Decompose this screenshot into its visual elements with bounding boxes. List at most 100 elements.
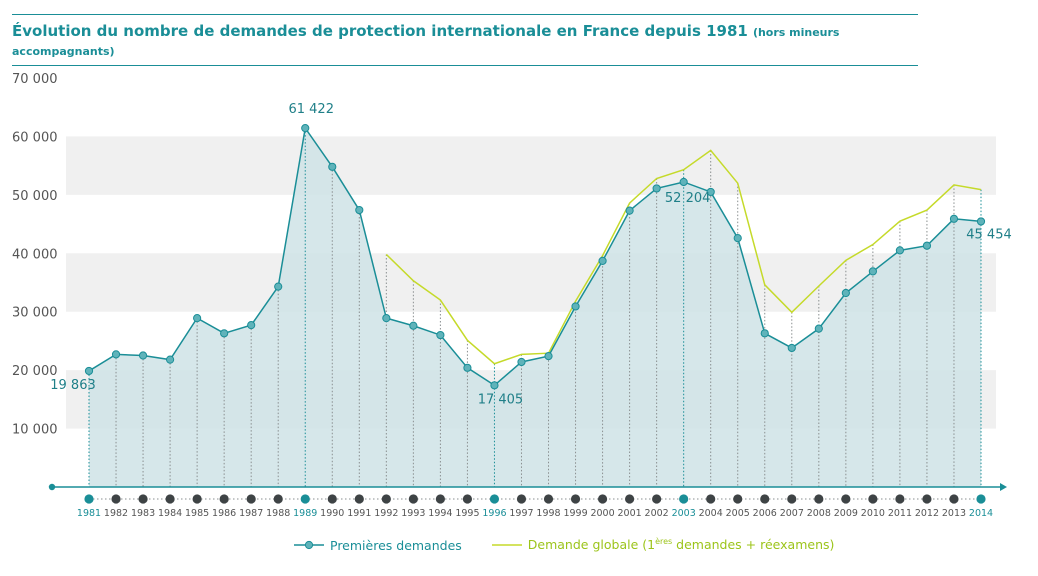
point-premieres-1998	[544, 352, 553, 361]
timeline-dot-2011	[895, 494, 905, 504]
point-premieres-1991	[355, 205, 364, 215]
line-demande-globale	[385, 149, 982, 365]
x-tick-label-1987: 1987	[239, 508, 263, 519]
point-premieres-1987	[247, 321, 256, 330]
point-premieres-1986	[220, 329, 229, 338]
x-tick-label-1995: 1995	[455, 508, 479, 519]
x-tick-label-2006: 2006	[753, 508, 777, 519]
x-tick-label-2012: 2012	[915, 508, 939, 519]
data-label-1981: 19 863	[50, 378, 96, 393]
timeline-dot-2012	[922, 494, 932, 504]
timeline-dot-1991	[354, 494, 364, 504]
x-tick-label-1993: 1993	[401, 508, 425, 519]
timeline-dot-1983	[138, 494, 148, 504]
chart-legend: Premières demandes Demande globale (1ère…	[294, 536, 834, 554]
point-premieres-1995	[463, 363, 472, 372]
x-tick-label-2009: 2009	[834, 508, 858, 519]
point-premieres-1999	[571, 302, 580, 311]
point-premieres-2011	[895, 246, 905, 255]
timeline-dot-1998	[543, 494, 554, 504]
area-premieres-demandes	[89, 128, 981, 487]
point-premieres-2009	[841, 288, 850, 298]
point-premieres-2003	[679, 177, 688, 187]
point-premieres-1993	[409, 321, 418, 330]
point-premieres-1996	[490, 381, 499, 390]
timeline-dot-1988	[273, 494, 283, 504]
point-premieres-1992	[382, 314, 391, 323]
timeline-dot-1986	[219, 494, 229, 504]
point-premieres-2000	[598, 256, 607, 265]
x-tick-label-2011: 2011	[888, 508, 912, 519]
data-label-1996: 17 405	[478, 392, 524, 407]
point-premieres-2006	[760, 329, 769, 338]
timeline-dot-1993	[408, 494, 418, 504]
point-premieres-2005	[733, 233, 742, 243]
legend-label-globale-sup: ères	[655, 537, 673, 547]
legend-label-globale-prefix: Demande globale (1	[527, 537, 656, 553]
timeline-dot-1981	[84, 494, 94, 504]
line-premieres-demandes	[88, 126, 982, 387]
x-tick-label-1983: 1983	[131, 508, 155, 519]
x-tick-label-1997: 1997	[509, 508, 533, 519]
x-tick-label-2010: 2010	[861, 508, 885, 519]
y-tick-label: 50 000	[12, 189, 58, 204]
timeline-dot-1994	[435, 494, 445, 504]
x-tick-label-2014: 2014	[969, 508, 993, 519]
timeline-dot-2007	[787, 494, 797, 504]
point-premieres-1981	[84, 366, 94, 376]
y-tick-label: 40 000	[12, 247, 58, 262]
timeline-dot-1985	[192, 494, 202, 504]
timeline-dot-2001	[625, 494, 635, 504]
point-premieres-1989	[301, 124, 310, 133]
timeline-dot-1990	[327, 494, 337, 504]
legend-item-premieres: Premières demandes	[294, 538, 462, 553]
legend-label-globale: Demande globale (1ères demandes + réexam…	[528, 537, 835, 552]
point-premieres-1985	[193, 314, 202, 323]
point-premieres-1983	[138, 351, 148, 360]
x-tick-label-1985: 1985	[185, 508, 209, 519]
x-tick-label-2005: 2005	[726, 508, 750, 519]
timeline-dot-2008	[814, 494, 824, 504]
y-tick-label: 60 000	[12, 130, 58, 145]
x-tick-label-1982: 1982	[104, 508, 128, 519]
timeline-dot-2014	[976, 494, 986, 504]
x-tick-label-2000: 2000	[590, 508, 614, 519]
timeline-dot-1992	[381, 494, 391, 504]
timeline-dot-1995	[462, 494, 473, 504]
x-axis-start-dot	[48, 483, 56, 491]
legend-item-globale: Demande globale (1ères demandes + réexam…	[491, 537, 835, 553]
x-tick-label-1986: 1986	[212, 508, 236, 519]
x-tick-label-2008: 2008	[807, 508, 831, 519]
timeline-dot-1982	[111, 494, 121, 504]
point-premieres-2004	[706, 187, 715, 197]
y-tick-label: 10 000	[12, 423, 58, 438]
x-tick-label-1992: 1992	[374, 508, 398, 519]
y-tick-label: 30 000	[12, 306, 58, 321]
data-label-2003: 52 204	[665, 191, 711, 206]
x-tick-label-2002: 2002	[645, 508, 669, 519]
timeline-dot-2003	[679, 494, 689, 504]
point-premieres-2007	[787, 343, 796, 353]
x-tick-label-1988: 1988	[266, 508, 290, 519]
timeline-dot-1984	[165, 494, 175, 504]
timeline-dot-2002	[652, 494, 662, 504]
timeline-dot-2004	[706, 494, 716, 504]
chart-header: Évolution du nombre de demandes de prote…	[12, 14, 918, 66]
point-premieres-2014	[976, 217, 986, 226]
grid-band-3	[66, 136, 996, 195]
timeline-dot-1987	[246, 494, 256, 504]
x-tick-label-1990: 1990	[320, 508, 344, 519]
x-tick-label-1996: 1996	[482, 508, 506, 519]
point-premieres-1984	[165, 355, 175, 364]
timeline-dot-1997	[516, 494, 527, 504]
x-tick-label-1989: 1989	[293, 508, 317, 519]
timeline-dot-2009	[841, 494, 851, 504]
legend-swatch-globale	[491, 544, 522, 546]
chart-title: Évolution du nombre de demandes de prote…	[12, 22, 748, 40]
y-tick-label: 20 000	[12, 364, 58, 379]
timeline-dot-2005	[733, 494, 743, 504]
x-tick-label-2013: 2013	[942, 508, 966, 519]
timeline-dot-2013	[949, 494, 959, 504]
legend-label-premieres: Premières demandes	[330, 537, 462, 553]
